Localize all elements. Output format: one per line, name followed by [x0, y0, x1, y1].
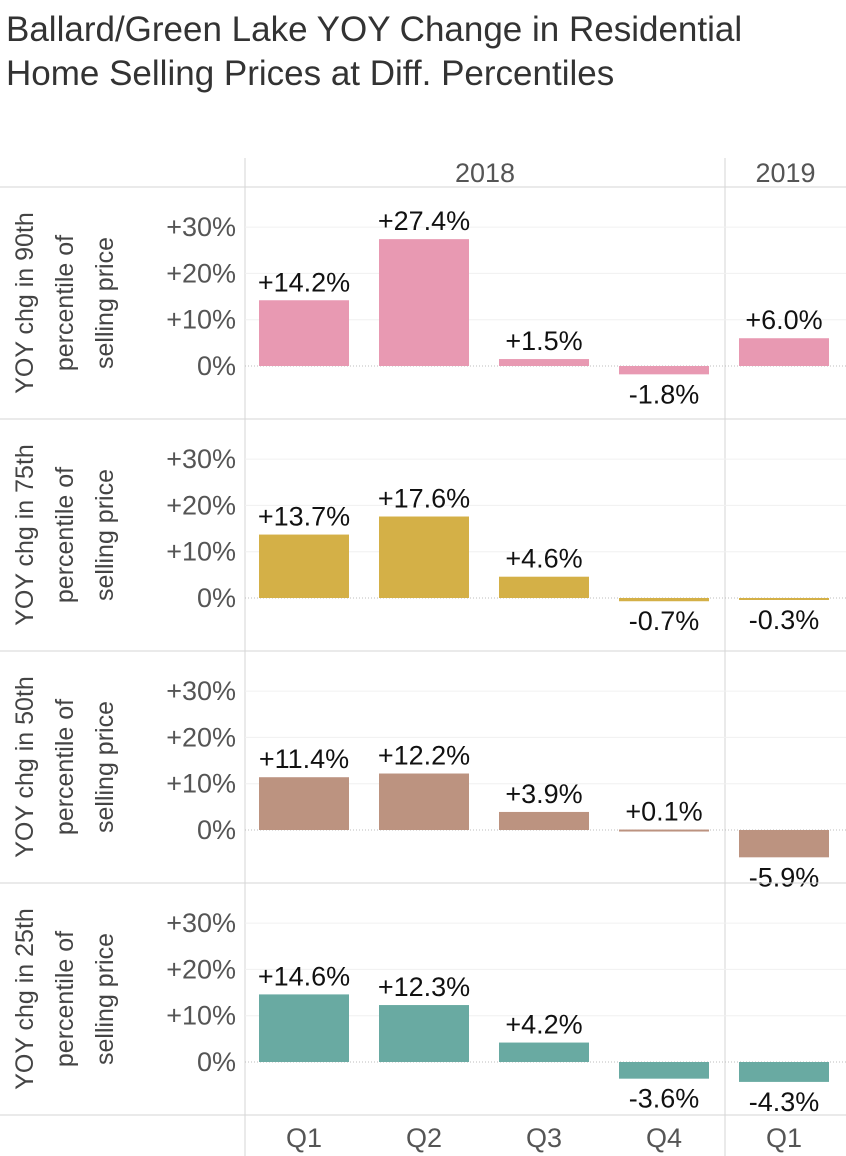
x-tick-label: Q1 [286, 1123, 322, 1153]
row-header-line: selling price [91, 469, 119, 601]
bar [499, 359, 589, 366]
bar [379, 516, 469, 598]
bar [259, 534, 349, 598]
year-label-2018: 2018 [455, 158, 515, 188]
bar [379, 1005, 469, 1062]
x-tick-label: Q1 [766, 1123, 802, 1153]
row-header-line: percentile of [51, 235, 79, 371]
data-label: +0.1% [625, 797, 702, 827]
row-header-line: selling price [91, 933, 119, 1065]
y-tick-label: 0% [197, 815, 236, 845]
data-label: +12.3% [378, 972, 470, 1002]
data-label: +13.7% [258, 502, 350, 532]
row-header-line: percentile of [51, 467, 79, 603]
bar [499, 1042, 589, 1062]
data-label: -1.8% [629, 379, 700, 409]
bar [259, 300, 349, 366]
data-label: +4.2% [505, 1010, 582, 1040]
y-tick-label: 0% [197, 1047, 236, 1077]
y-tick-label: +10% [166, 769, 236, 799]
data-label: -0.3% [749, 605, 820, 635]
row-header-line: YOY chg in 90th [11, 212, 39, 394]
row-header-line: YOY chg in 50th [11, 676, 39, 858]
row-header-line: YOY chg in 25th [11, 908, 39, 1090]
data-label: +14.6% [258, 961, 350, 991]
y-tick-label: +20% [166, 722, 236, 752]
y-tick-label: +10% [166, 537, 236, 567]
bar [499, 576, 589, 598]
bar [739, 598, 829, 600]
y-tick-label: 0% [197, 583, 236, 613]
data-label: +4.6% [505, 544, 582, 574]
y-tick-label: +10% [166, 1001, 236, 1031]
y-tick-label: +20% [166, 258, 236, 288]
data-label: -5.9% [749, 862, 820, 892]
row-header-line: percentile of [51, 931, 79, 1067]
chart-title: Ballard/Green Lake YOY Change in Residen… [6, 10, 743, 93]
x-tick-label: Q4 [646, 1123, 682, 1153]
data-label: +1.5% [505, 326, 582, 356]
year-label-2019: 2019 [755, 158, 815, 188]
data-label: +6.0% [745, 305, 822, 335]
row-header-line: selling price [91, 237, 119, 369]
row-header-line: percentile of [51, 699, 79, 835]
bar [739, 1062, 829, 1082]
bar [739, 338, 829, 366]
y-tick-label: 0% [197, 351, 236, 381]
bar [619, 366, 709, 375]
data-label: +11.4% [259, 744, 349, 774]
x-tick-label: Q2 [406, 1123, 442, 1153]
data-label: -4.3% [749, 1087, 820, 1117]
bar [619, 1062, 709, 1079]
y-tick-label: +30% [166, 908, 236, 938]
row-header-line: selling price [91, 701, 119, 833]
y-tick-label: +30% [166, 444, 236, 474]
data-label: +3.9% [505, 779, 582, 809]
data-label: +14.2% [258, 267, 350, 297]
data-label: -0.7% [629, 606, 700, 636]
bar [619, 598, 709, 602]
data-label: +17.6% [378, 484, 470, 514]
bar [379, 773, 469, 830]
bar [739, 830, 829, 858]
y-tick-label: +20% [166, 954, 236, 984]
bar [619, 829, 709, 832]
data-label: +27.4% [378, 206, 470, 236]
y-tick-label: +30% [166, 212, 236, 242]
y-tick-label: +20% [166, 490, 236, 520]
data-label: +12.2% [378, 741, 470, 771]
row-header-line: YOY chg in 75th [11, 444, 39, 626]
bar [259, 994, 349, 1062]
y-tick-label: +30% [166, 676, 236, 706]
bar [379, 239, 469, 366]
x-tick-label: Q3 [526, 1123, 562, 1153]
data-label: -3.6% [629, 1084, 700, 1114]
bar [499, 811, 589, 830]
bar [259, 777, 349, 830]
y-tick-label: +10% [166, 305, 236, 335]
